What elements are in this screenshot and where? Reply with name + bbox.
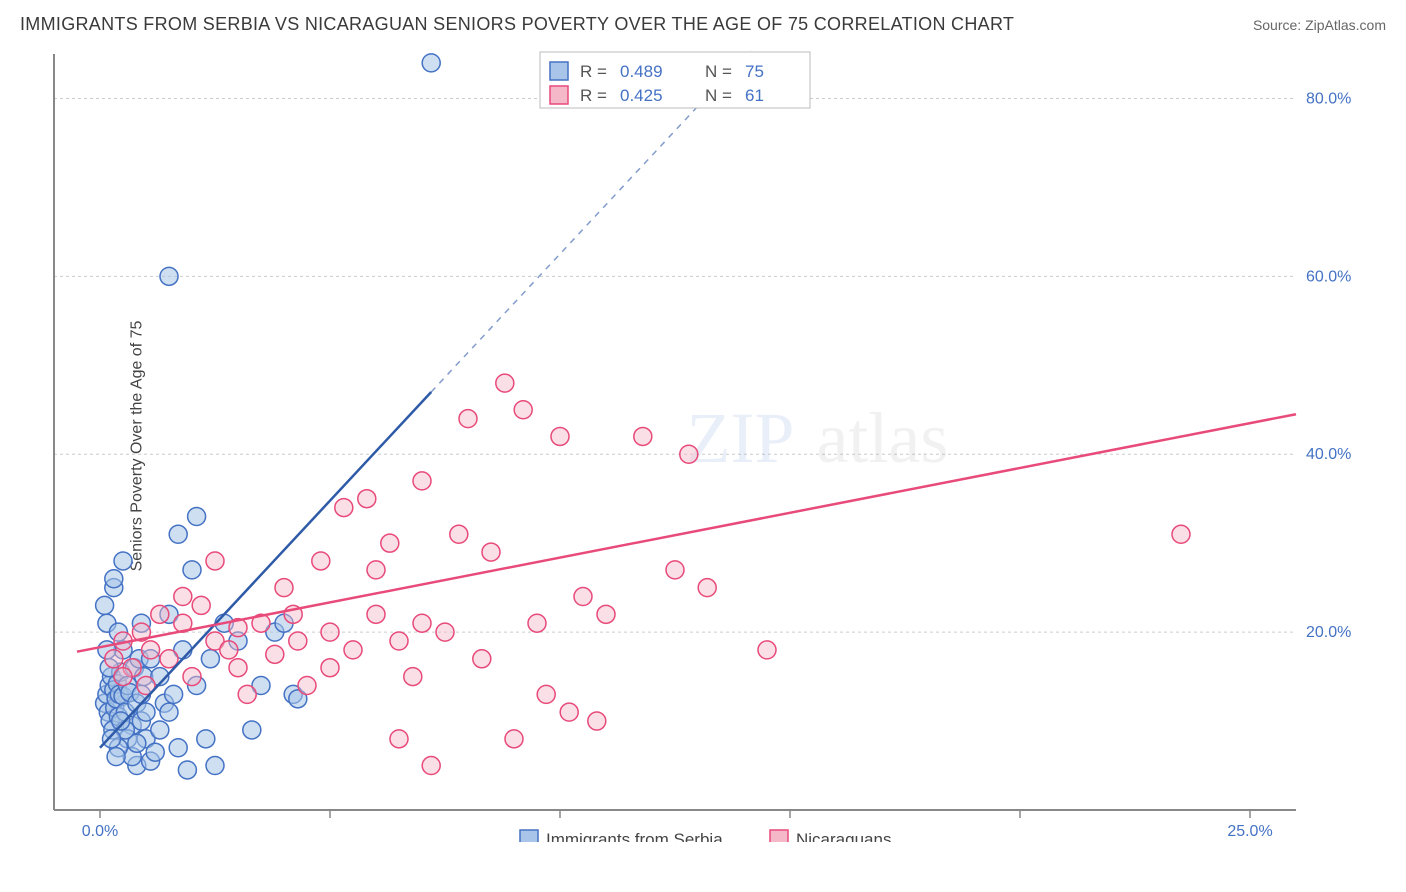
data-point	[107, 748, 125, 766]
data-point	[367, 605, 385, 623]
data-point	[142, 641, 160, 659]
data-point	[243, 721, 261, 739]
data-point	[298, 676, 316, 694]
data-point	[459, 410, 477, 428]
data-point	[537, 685, 555, 703]
data-point	[422, 54, 440, 72]
data-point	[96, 596, 114, 614]
svg-text:60.0%: 60.0%	[1306, 268, 1351, 285]
svg-text:R =: R =	[580, 86, 607, 105]
data-point	[473, 650, 491, 668]
data-point	[514, 401, 532, 419]
data-point	[183, 561, 201, 579]
data-point	[698, 579, 716, 597]
data-point	[390, 632, 408, 650]
source-attribution: Source: ZipAtlas.com	[1253, 17, 1386, 33]
data-point	[574, 588, 592, 606]
data-point	[146, 743, 164, 761]
data-point	[404, 668, 422, 686]
legend-swatch	[770, 830, 788, 842]
svg-text:75: 75	[745, 62, 764, 81]
data-point	[436, 623, 454, 641]
legend-label: Immigrants from Serbia	[546, 830, 723, 842]
chart-container: 20.0% 40.0% 60.0% 80.0% ZIP atlas 0.0% 25.0% R =…	[50, 50, 1376, 842]
legend-swatch	[550, 62, 568, 80]
data-point	[390, 730, 408, 748]
data-point	[178, 761, 196, 779]
data-point	[413, 614, 431, 632]
data-point	[758, 641, 776, 659]
data-point	[1172, 525, 1190, 543]
data-point	[206, 757, 224, 775]
data-point	[528, 614, 546, 632]
data-point	[169, 525, 187, 543]
data-point	[321, 659, 339, 677]
svg-text:ZIP: ZIP	[686, 398, 794, 478]
data-point	[666, 561, 684, 579]
data-point	[160, 267, 178, 285]
data-point	[597, 605, 615, 623]
svg-text:R =: R =	[580, 62, 607, 81]
data-point	[560, 703, 578, 721]
legend-label: Nicaraguans	[796, 830, 891, 842]
data-point	[505, 730, 523, 748]
data-point	[588, 712, 606, 730]
data-point	[450, 525, 468, 543]
data-point	[151, 605, 169, 623]
data-point	[188, 507, 206, 525]
svg-text:40.0%: 40.0%	[1306, 446, 1351, 463]
svg-text:80.0%: 80.0%	[1306, 90, 1351, 107]
data-point	[358, 490, 376, 508]
data-point	[220, 641, 238, 659]
svg-text:20.0%: 20.0%	[1306, 624, 1351, 641]
data-point	[105, 570, 123, 588]
data-point	[114, 668, 132, 686]
data-point	[289, 632, 307, 650]
data-point	[335, 499, 353, 517]
data-point	[174, 588, 192, 606]
data-point	[496, 374, 514, 392]
svg-text:0.489: 0.489	[620, 62, 663, 81]
data-point	[312, 552, 330, 570]
legend-swatch	[550, 86, 568, 104]
data-point	[238, 685, 256, 703]
data-point	[266, 645, 284, 663]
data-point	[169, 739, 187, 757]
data-point	[183, 668, 201, 686]
data-point	[114, 552, 132, 570]
data-point	[321, 623, 339, 641]
data-point	[229, 659, 247, 677]
data-point	[634, 427, 652, 445]
data-point	[482, 543, 500, 561]
data-point	[381, 534, 399, 552]
data-point	[105, 650, 123, 668]
data-point	[112, 712, 130, 730]
data-point	[275, 579, 293, 597]
data-point	[344, 641, 362, 659]
scatter-chart: 20.0% 40.0% 60.0% 80.0% ZIP atlas 0.0% 25.0% R =…	[50, 50, 1376, 842]
data-point	[551, 427, 569, 445]
chart-title: IMMIGRANTS FROM SERBIA VS NICARAGUAN SEN…	[20, 14, 1014, 35]
data-point	[192, 596, 210, 614]
svg-text:atlas: atlas	[816, 398, 948, 478]
data-point	[160, 703, 178, 721]
svg-text:0.0%: 0.0%	[82, 823, 118, 840]
data-point	[197, 730, 215, 748]
data-point	[165, 685, 183, 703]
data-point	[422, 757, 440, 775]
data-point	[201, 650, 219, 668]
data-point	[206, 552, 224, 570]
svg-text:N =: N =	[705, 62, 732, 81]
svg-text:25.0%: 25.0%	[1227, 823, 1272, 840]
svg-text:0.425: 0.425	[620, 86, 663, 105]
data-point	[367, 561, 385, 579]
data-point	[413, 472, 431, 490]
svg-text:61: 61	[745, 86, 764, 105]
data-point	[151, 721, 169, 739]
svg-text:N =: N =	[705, 86, 732, 105]
legend-swatch	[520, 830, 538, 842]
data-point	[680, 445, 698, 463]
data-point	[103, 730, 121, 748]
